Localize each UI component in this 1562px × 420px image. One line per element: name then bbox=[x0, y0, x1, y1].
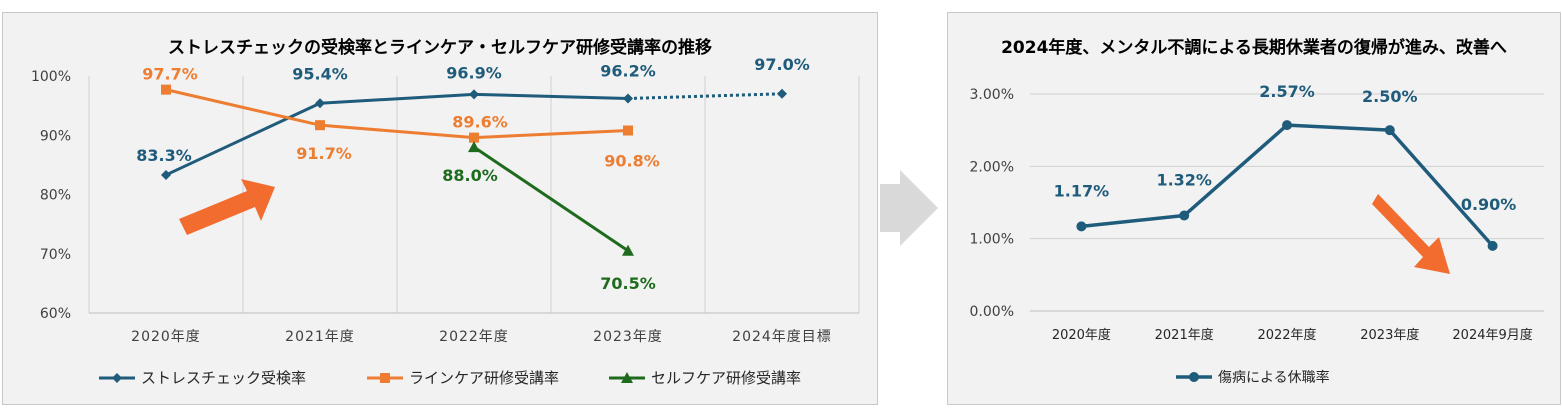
data-label: 89.6% bbox=[452, 113, 508, 132]
data-point-marker bbox=[1487, 240, 1498, 251]
legend-label: セルフケア研修受講率 bbox=[651, 369, 801, 387]
data-label: 83.3% bbox=[136, 146, 192, 165]
data-label: 88.0% bbox=[442, 166, 498, 185]
x-tick-label: 2020年度 bbox=[131, 329, 201, 345]
data-label: 96.9% bbox=[446, 63, 502, 82]
right-chart-svg: 0.00% 1.00% 2.00% 3.00% 2020年度 2021年度 2022年度 20… bbox=[970, 82, 1544, 386]
data-label: 1.17% bbox=[1054, 181, 1110, 200]
series-line-segment bbox=[1388, 129, 1494, 248]
data-label: 97.7% bbox=[142, 65, 198, 84]
data-label: 2.57% bbox=[1259, 82, 1315, 101]
y-tick-label: 60% bbox=[40, 306, 71, 322]
x-tick-label: 2022年度 bbox=[1257, 327, 1316, 343]
data-point-marker bbox=[623, 125, 633, 136]
left-chart-svg: 60% 70% 80% 90% 100% 2020年度 2021年度 2022年度 2023年度… bbox=[31, 55, 860, 387]
data-label: 90.8% bbox=[604, 152, 660, 171]
series-line-segment bbox=[473, 129, 629, 140]
legend-marker bbox=[1189, 372, 1199, 382]
left-chart-panel: ストレスチェックの受検率とラインケア・セルフケア研修受講率の推移 60% 70% 8… bbox=[2, 12, 878, 405]
series-line-segment bbox=[319, 92, 475, 105]
right-chart-title: 2024年度、メンタル不調による長期休業者の復帰が進み、改善へ bbox=[1001, 38, 1507, 58]
x-tick-label: 2021年度 bbox=[285, 329, 355, 345]
data-label: 97.0% bbox=[754, 55, 810, 74]
data-point-marker bbox=[1179, 210, 1190, 221]
x-tick-label: 2023年度 bbox=[1360, 327, 1419, 343]
series-line-segment bbox=[473, 145, 629, 253]
series-line-segment bbox=[319, 123, 475, 140]
data-label: 70.5% bbox=[600, 274, 656, 293]
series-line-segment bbox=[627, 92, 783, 101]
legend-marker bbox=[112, 373, 122, 383]
x-tick-label: 2024年度目標 bbox=[732, 329, 832, 345]
data-point-marker bbox=[315, 120, 325, 131]
y-tick-label: 100% bbox=[31, 69, 71, 85]
data-label: 2.50% bbox=[1362, 87, 1418, 106]
legend-marker bbox=[621, 372, 633, 383]
series-line-segment bbox=[1183, 123, 1289, 217]
data-point-marker bbox=[623, 93, 633, 104]
legend-label: ラインケア研修受講率 bbox=[409, 369, 559, 387]
x-tick-label: 2024年9月度 bbox=[1452, 327, 1532, 343]
y-tick-label: 1.00% bbox=[970, 232, 1014, 248]
data-point-marker bbox=[161, 169, 171, 180]
down-right-arrow-icon bbox=[1372, 194, 1450, 274]
series-line-segment bbox=[473, 92, 629, 101]
data-label: 0.90% bbox=[1461, 195, 1517, 214]
data-label: 96.2% bbox=[600, 62, 656, 81]
x-tick-label: 2022年度 bbox=[439, 329, 509, 345]
series-line-segment bbox=[165, 88, 321, 127]
y-tick-label: 3.00% bbox=[970, 87, 1014, 103]
y-tick-label: 80% bbox=[40, 188, 71, 204]
legend-marker bbox=[380, 373, 390, 383]
series-line-segment bbox=[1081, 213, 1185, 229]
y-tick-label: 0.00% bbox=[970, 304, 1014, 320]
data-label: 91.7% bbox=[296, 144, 352, 163]
x-tick-label: 2023年度 bbox=[593, 329, 663, 345]
data-point-marker bbox=[315, 98, 325, 109]
series-line-segment bbox=[1286, 123, 1390, 132]
y-tick-label: 2.00% bbox=[970, 159, 1014, 175]
data-point-marker bbox=[777, 88, 787, 99]
data-point-marker bbox=[468, 141, 480, 153]
data-point-marker bbox=[1282, 120, 1292, 131]
data-point-marker bbox=[622, 244, 634, 256]
data-point-marker bbox=[1384, 125, 1395, 136]
left-chart-title: ストレスチェックの受検率とラインケア・セルフケア研修受講率の推移 bbox=[168, 38, 712, 58]
x-tick-label: 2021年度 bbox=[1155, 327, 1214, 343]
series-line-segment bbox=[165, 101, 321, 177]
right-chart-panel: 2024年度、メンタル不調による長期休業者の復帰が進み、改善へ 0.00% 1.0… bbox=[947, 12, 1561, 405]
up-right-arrow-icon bbox=[179, 179, 275, 235]
legend-label: 傷病による休職率 bbox=[1218, 369, 1330, 386]
data-point-marker bbox=[161, 84, 171, 95]
data-label: 1.32% bbox=[1156, 171, 1212, 190]
data-point-marker bbox=[469, 89, 479, 100]
y-tick-label: 70% bbox=[40, 247, 71, 263]
data-point-marker bbox=[469, 132, 479, 143]
x-tick-label: 2020年度 bbox=[1052, 327, 1111, 343]
data-label: 95.4% bbox=[292, 64, 348, 83]
y-tick-label: 90% bbox=[40, 128, 71, 144]
legend-label: ストレスチェック受検率 bbox=[141, 369, 306, 387]
data-point-marker bbox=[1076, 221, 1087, 232]
